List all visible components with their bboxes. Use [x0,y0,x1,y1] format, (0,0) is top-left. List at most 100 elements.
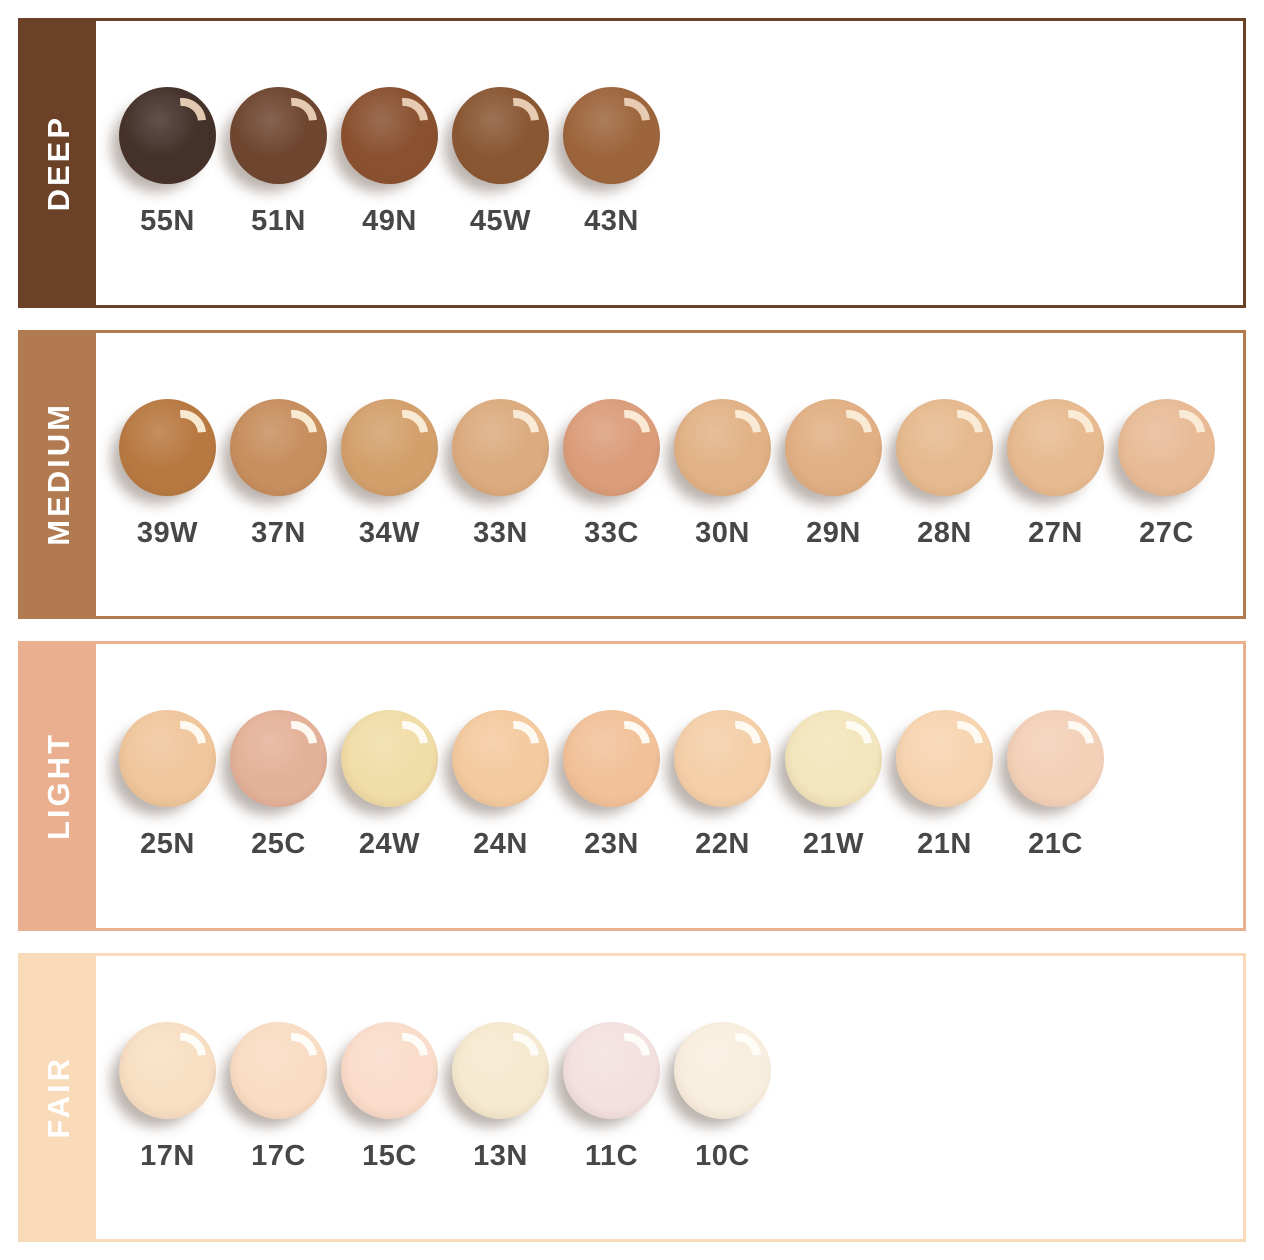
shade-label-21n: 21N [917,828,972,860]
shade-swatch-23n[interactable]: 23N [556,710,667,861]
glare-highlight [481,88,549,156]
glare-highlight [148,399,216,468]
glare-highlight [481,711,549,779]
shade-drop-23n [563,710,660,807]
shade-swatch-21n[interactable]: 21N [889,710,1000,861]
glare-highlight [814,711,882,779]
glare-highlight [148,1022,216,1091]
shade-drop-34w [341,398,438,496]
shade-label-21c: 21C [1028,828,1083,860]
shade-drop-25c [230,710,327,807]
shade-label-24w: 24W [358,828,421,860]
category-label-medium: MEDIUM [40,402,76,547]
shade-label-17c: 17C [251,1139,306,1172]
shade-label-25c: 25C [251,828,306,860]
shade-label-24n: 24N [473,828,528,860]
glare-highlight [148,88,216,156]
shade-swatch-11c[interactable]: 11C [556,1021,667,1173]
shade-label-15c: 15C [362,1139,417,1172]
glare-highlight [592,399,660,468]
category-label-light: LIGHT [40,731,76,840]
shade-swatch-28n[interactable]: 28N [889,398,1000,550]
shade-label-43n: 43N [584,205,639,237]
glare-highlight [925,399,993,468]
shade-drop-27c [1118,398,1215,496]
band-medium: MEDIUM 39W 37N 34W 33N 33C [18,329,1246,619]
shade-label-13n: 13N [473,1139,528,1172]
shade-label-37n: 37N [251,516,306,549]
shade-drop-30n [674,398,771,496]
shade-drop-21w [785,710,882,807]
glare-highlight [148,711,216,779]
shade-drop-55n [119,87,216,184]
shade-drop-25n [119,710,216,807]
shade-swatch-17n[interactable]: 17N [112,1021,223,1173]
shade-swatch-25n[interactable]: 25N [112,710,223,861]
glare-highlight [370,711,438,779]
category-label-fair: FAIR [40,1055,76,1139]
shade-swatch-51n[interactable]: 51N [223,87,334,238]
glare-highlight [259,711,327,779]
shade-swatch-30n[interactable]: 30N [667,398,778,550]
shade-swatch-24n[interactable]: 24N [445,710,556,861]
shade-swatch-43n[interactable]: 43N [556,87,667,238]
band-light: LIGHT 25N 25C 24W 24N 23N [18,641,1246,931]
shade-drop-13n [452,1021,549,1119]
shade-drop-22n [674,710,771,807]
shade-drop-24n [452,710,549,807]
shade-drop-49n [341,87,438,184]
shade-swatch-27c[interactable]: 27C [1111,398,1222,550]
shade-drop-39w [119,398,216,496]
swatch-row-deep: 55N 51N 49N 45W 43N [96,21,667,305]
shade-swatch-33c[interactable]: 33C [556,398,667,550]
shade-label-27n: 27N [1028,516,1083,549]
glare-highlight [1036,711,1104,779]
glare-highlight [481,1022,549,1091]
shade-drop-43n [563,87,660,184]
shade-swatch-45w[interactable]: 45W [445,87,556,238]
shade-label-33n: 33N [473,516,528,549]
shade-swatch-15c[interactable]: 15C [334,1021,445,1173]
glare-highlight [703,711,771,779]
shade-swatch-22n[interactable]: 22N [667,710,778,861]
glare-highlight [592,711,660,779]
shade-label-11c: 11C [584,1139,639,1172]
glare-highlight [370,88,438,156]
glare-highlight [1036,399,1104,468]
shade-drop-24w [341,710,438,807]
shade-swatch-34w[interactable]: 34W [334,398,445,550]
shade-label-28n: 28N [917,516,972,549]
shade-swatch-21w[interactable]: 21W [778,710,889,861]
glare-highlight [814,399,882,468]
shade-label-51n: 51N [251,205,306,237]
shade-swatch-25c[interactable]: 25C [223,710,334,861]
shade-swatch-29n[interactable]: 29N [778,398,889,550]
shade-swatch-21c[interactable]: 21C [1000,710,1111,861]
shade-drop-33c [563,398,660,496]
shade-swatch-37n[interactable]: 37N [223,398,334,550]
shade-label-23n: 23N [584,828,639,860]
shade-swatch-27n[interactable]: 27N [1000,398,1111,550]
shade-swatch-10c[interactable]: 10C [667,1021,778,1173]
shade-swatch-33n[interactable]: 33N [445,398,556,550]
shade-drop-21c [1007,710,1104,807]
band-deep: DEEP 55N 51N 49N 45W 43N [18,18,1246,308]
shade-swatch-49n[interactable]: 49N [334,87,445,238]
category-rail-medium: MEDIUM [21,332,96,616]
shade-swatch-17c[interactable]: 17C [223,1021,334,1173]
shade-drop-15c [341,1021,438,1119]
shade-label-30n: 30N [695,516,750,549]
shade-swatch-13n[interactable]: 13N [445,1021,556,1173]
swatch-row-medium: 39W 37N 34W 33N 33C 30N [96,333,1222,617]
swatch-row-fair: 17N 17C 15C 13N 11C 10C [96,956,778,1240]
shade-drop-51n [230,87,327,184]
shade-label-49n: 49N [362,205,417,237]
shade-drop-27n [1007,398,1104,496]
shade-drop-29n [785,398,882,496]
shade-swatch-55n[interactable]: 55N [112,87,223,238]
shade-swatch-24w[interactable]: 24W [334,710,445,861]
glare-highlight [259,1022,327,1091]
shade-swatch-39w[interactable]: 39W [112,398,223,550]
shade-label-33c: 33C [584,516,639,549]
